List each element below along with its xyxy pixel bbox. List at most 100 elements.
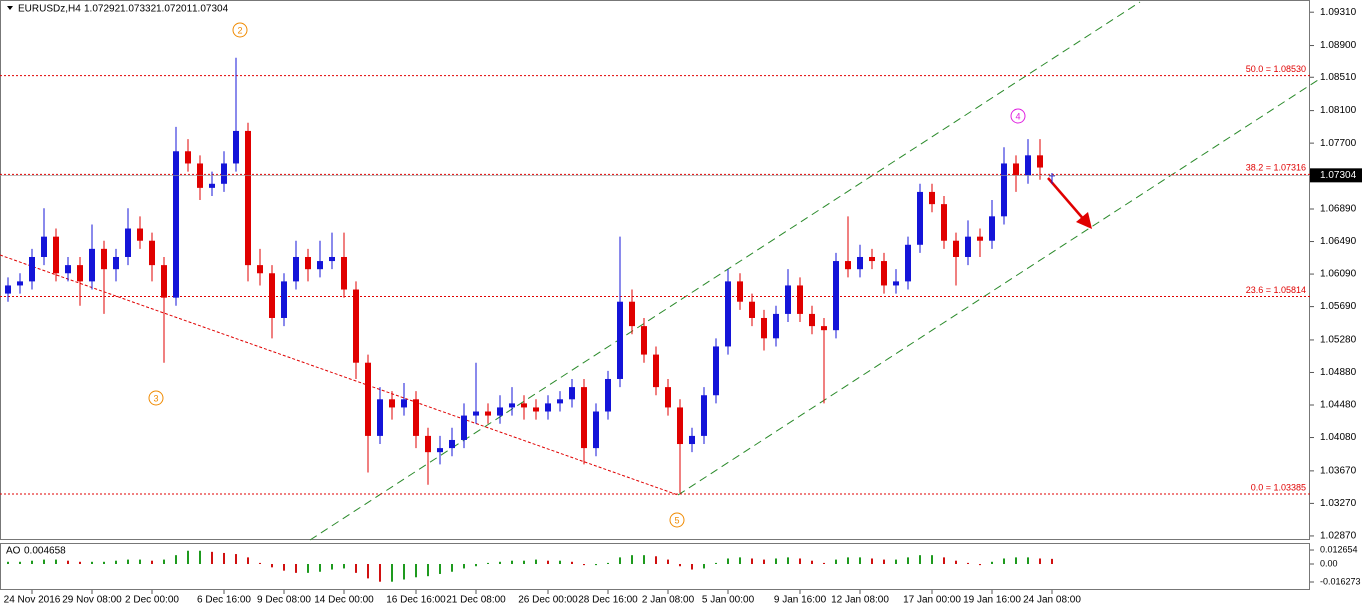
candle-body bbox=[545, 403, 551, 412]
y-tick-label: 1.08510 bbox=[1320, 72, 1357, 83]
x-tick-label: 12 Jan 08:00 bbox=[831, 595, 889, 606]
candle-body bbox=[677, 407, 683, 445]
x-tick-label: 17 Jan 00:00 bbox=[903, 595, 961, 606]
close-price: 1.07304 bbox=[192, 4, 229, 15]
candle-body bbox=[509, 403, 515, 408]
candle-body bbox=[473, 411, 479, 416]
candle-body bbox=[341, 256, 347, 290]
x-tick-label: 9 Dec 08:00 bbox=[257, 595, 311, 606]
candle-body bbox=[857, 256, 863, 270]
candle-body bbox=[617, 301, 623, 379]
candle-body bbox=[497, 407, 503, 416]
fib-label: 50.0 = 1.08530 bbox=[1246, 64, 1306, 74]
x-tick-label: 24 Nov 2016 bbox=[4, 595, 61, 606]
y-tick-label: 1.08900 bbox=[1320, 40, 1357, 51]
candle-body bbox=[725, 281, 731, 347]
candle-body bbox=[329, 256, 335, 262]
y-tick-label: 1.09310 bbox=[1320, 7, 1357, 18]
current-price-box bbox=[1310, 168, 1362, 183]
fib-label: 23.6 = 1.05814 bbox=[1246, 285, 1306, 295]
main-panel bbox=[0, 0, 1310, 540]
candle-body bbox=[293, 256, 299, 282]
candle-body bbox=[449, 439, 455, 449]
candle-body bbox=[53, 236, 59, 274]
candle-body bbox=[29, 256, 35, 282]
candle-body bbox=[257, 265, 263, 274]
candle-body bbox=[461, 415, 467, 440]
channel-upper bbox=[309, 1, 1141, 541]
candle-body bbox=[605, 378, 611, 412]
candle-body bbox=[965, 236, 971, 257]
wave-circle bbox=[669, 512, 685, 528]
candle-body bbox=[485, 411, 491, 416]
candle-body bbox=[1037, 155, 1043, 168]
candle-body bbox=[869, 256, 875, 262]
candle-body bbox=[749, 301, 755, 318]
candle-body bbox=[41, 236, 47, 257]
candle-body bbox=[737, 281, 743, 302]
fib-label: 38.2 = 1.07316 bbox=[1246, 163, 1306, 173]
ao-name: AO bbox=[6, 546, 21, 557]
ao-tick-label: -0.016273 bbox=[1320, 576, 1361, 586]
candle-body bbox=[1025, 155, 1031, 176]
candle-body bbox=[593, 411, 599, 449]
candle-body bbox=[281, 281, 287, 318]
candle-body bbox=[905, 244, 911, 282]
candle-body bbox=[653, 354, 659, 388]
ao-value: 0.004658 bbox=[24, 546, 66, 557]
candle-body bbox=[101, 248, 107, 270]
x-tick-label: 28 Dec 16:00 bbox=[578, 595, 638, 606]
y-tick-label: 1.08100 bbox=[1320, 105, 1357, 116]
candle-body bbox=[137, 228, 143, 241]
y-tick-label: 1.03670 bbox=[1320, 466, 1357, 477]
candle-body bbox=[521, 403, 527, 408]
candle-body bbox=[125, 228, 131, 257]
x-tick-label: 24 Jan 08:00 bbox=[1023, 595, 1081, 606]
y-tick-label: 1.04080 bbox=[1320, 432, 1357, 443]
candle-body bbox=[365, 362, 371, 436]
ao-tick-label: 0.012654 bbox=[1320, 544, 1358, 554]
candle-body bbox=[569, 387, 575, 400]
x-tick-label: 19 Jan 16:00 bbox=[963, 595, 1021, 606]
wave-circle bbox=[1010, 108, 1026, 124]
candle-body bbox=[917, 191, 923, 245]
candle-body bbox=[389, 399, 395, 408]
candle-body bbox=[113, 256, 119, 270]
candle-body bbox=[629, 301, 635, 327]
x-tick-label: 9 Jan 16:00 bbox=[774, 595, 827, 606]
x-tick-label: 16 Dec 16:00 bbox=[386, 595, 446, 606]
candle-body bbox=[797, 285, 803, 314]
symbol: EURUSDz,H4 bbox=[18, 4, 81, 15]
candle-body bbox=[953, 240, 959, 257]
candle-body bbox=[701, 395, 707, 436]
menu-icon[interactable] bbox=[7, 6, 13, 10]
candle-body bbox=[893, 281, 899, 286]
y-tick-label: 1.02870 bbox=[1320, 531, 1357, 542]
candle-body bbox=[197, 163, 203, 188]
y-tick-label: 1.06090 bbox=[1320, 269, 1357, 280]
candle-body bbox=[989, 216, 995, 241]
candle-body bbox=[209, 183, 215, 188]
candle-body bbox=[401, 399, 407, 408]
candle-body bbox=[821, 326, 827, 331]
low-price: 1.07201 bbox=[156, 4, 193, 15]
ao-panel bbox=[0, 543, 1310, 590]
wave-label: 4 bbox=[1015, 111, 1020, 121]
y-tick-label: 1.06490 bbox=[1320, 236, 1357, 247]
wave-label: 3 bbox=[153, 393, 158, 403]
fib-label: 0.0 = 1.03385 bbox=[1251, 482, 1306, 492]
x-tick-label: 2 Jan 08:00 bbox=[642, 595, 695, 606]
open-price: 1.07292 bbox=[84, 4, 121, 15]
candle-body bbox=[317, 261, 323, 270]
candle-body bbox=[689, 435, 695, 445]
candle-body bbox=[353, 289, 359, 363]
wave-label: 2 bbox=[237, 25, 242, 35]
candle-body bbox=[173, 151, 179, 298]
x-tick-label: 2 Dec 00:00 bbox=[125, 595, 179, 606]
candle-body bbox=[377, 399, 383, 436]
candle-body bbox=[533, 407, 539, 412]
candle-body bbox=[77, 265, 83, 282]
x-tick-label: 5 Jan 00:00 bbox=[702, 595, 755, 606]
candle-body bbox=[65, 265, 71, 274]
